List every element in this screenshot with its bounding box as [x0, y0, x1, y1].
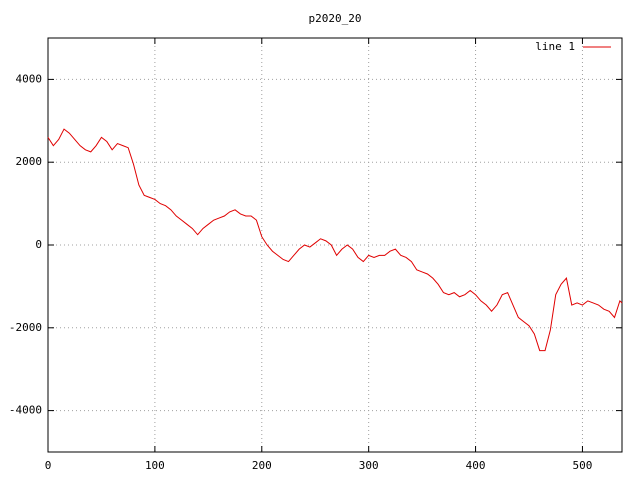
- x-tick-label: 400: [466, 459, 486, 472]
- x-tick-label: 500: [573, 459, 593, 472]
- y-tick-label: 4000: [16, 72, 43, 85]
- y-tick-label: -4000: [9, 404, 42, 417]
- legend-label: line 1: [535, 40, 575, 53]
- plot-border: [47, 37, 623, 453]
- chart-title: p2020_20: [309, 12, 362, 25]
- data-line: [47, 128, 623, 352]
- y-tick-label: 2000: [16, 155, 43, 168]
- y-tick-label: -2000: [9, 321, 42, 334]
- x-tick-label: 0: [45, 459, 52, 472]
- x-tick-label: 100: [145, 459, 165, 472]
- x-tick-label: 300: [359, 459, 379, 472]
- y-tick-label: 0: [35, 238, 42, 251]
- x-tick-label: 200: [252, 459, 272, 472]
